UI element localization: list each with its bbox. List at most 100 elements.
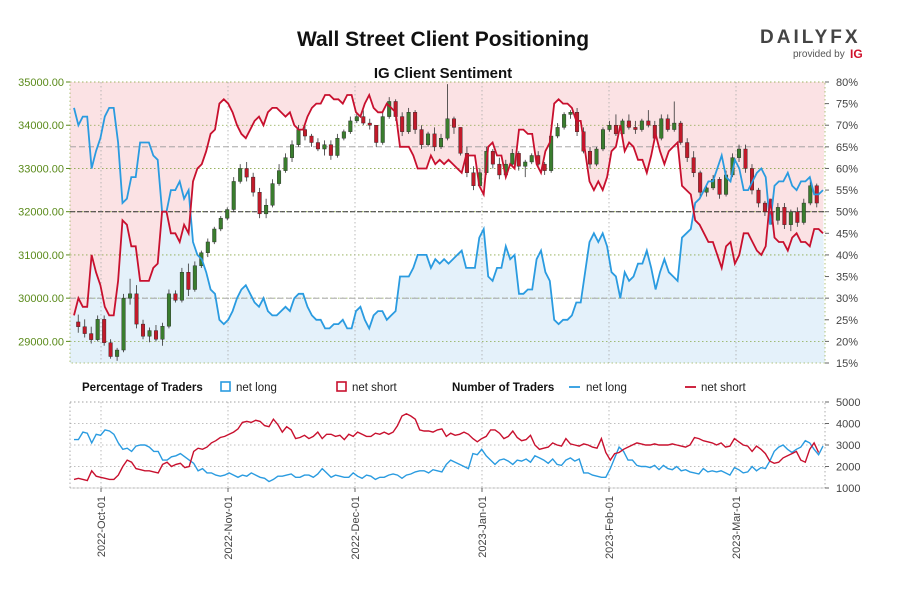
legend-number-heading: Number of Traders [452, 382, 554, 394]
candle-body [315, 142, 320, 150]
candle-body [419, 129, 424, 145]
ig-logo: IG [850, 47, 863, 61]
top-gridlines [69, 81, 826, 364]
candle-body [555, 127, 560, 137]
candle-body [626, 120, 631, 128]
candle-body [380, 116, 385, 143]
candle-body [251, 176, 256, 193]
pct-tick-label: 55% [836, 185, 858, 197]
candle-body [659, 118, 664, 139]
candle-body [205, 241, 210, 253]
pct-tick-label: 15% [836, 358, 858, 370]
candle-body [633, 127, 638, 130]
candle-body [737, 148, 742, 158]
candle-body [698, 172, 703, 193]
candle-body [179, 272, 184, 301]
candle-body [788, 211, 793, 225]
candle-body [82, 326, 87, 334]
price-tick-label: 31000.00 [18, 250, 64, 262]
candle-body [348, 120, 353, 132]
candle-body [413, 112, 418, 130]
legend-num-long-label: net long [586, 382, 627, 394]
candle-body [153, 330, 158, 340]
price-tick-label: 34000.00 [18, 120, 64, 132]
count-tick-label: 4000 [836, 419, 860, 431]
pct-tick-label: 40% [836, 250, 858, 262]
pct-tick-label: 75% [836, 99, 858, 111]
count-axis: 1000 2000 3000 4000 5000 [825, 397, 860, 495]
candle-body [600, 129, 605, 150]
num-net-long-line [74, 429, 824, 483]
chart-subtitle: IG Client Sentiment [374, 65, 512, 82]
candle-body [374, 125, 379, 143]
count-tick-label: 1000 [836, 483, 860, 495]
candle-body [296, 129, 301, 145]
candle-body [575, 112, 580, 132]
candle-body [808, 185, 813, 204]
candle-body [186, 272, 191, 290]
candle-body [529, 155, 534, 163]
candle-body [588, 150, 593, 165]
trader-count-panel: 1000 2000 3000 4000 5000 [69, 397, 860, 495]
candle-body [801, 202, 806, 223]
candle-body [782, 207, 787, 225]
candle-body [387, 101, 392, 117]
candle-body [115, 349, 120, 357]
candle-body [613, 125, 618, 135]
candle-body [639, 120, 644, 130]
dailyfx-wordmark: DAILYFX [760, 27, 861, 48]
date-tick-label: 2022-Dec-01 [350, 496, 362, 560]
date-tick-label: 2023-Jan-01 [477, 496, 489, 558]
candle-body [775, 207, 780, 221]
candle-body [717, 179, 722, 195]
sentiment-panel: 29000.00 30000.00 31000.00 32000.00 33000.00… [18, 77, 858, 370]
panel-bottom-border [69, 401, 826, 489]
legend-pct-short-label: net short [352, 382, 398, 394]
legend-percentage-heading: Percentage of Traders [82, 382, 203, 394]
bottom-gridlines [69, 401, 826, 489]
candle-body [290, 144, 295, 158]
price-tick-label: 35000.00 [18, 77, 64, 89]
candle-body [102, 319, 107, 343]
date-tick-label: 2023-Feb-01 [604, 496, 616, 559]
candle-body [678, 122, 683, 143]
candle-body [328, 144, 333, 156]
legend: Percentage of Traders net long net short… [82, 381, 747, 394]
candle-body [212, 228, 217, 243]
price-axis: 29000.00 30000.00 31000.00 32000.00 33000.00… [18, 77, 70, 348]
pct-tick-label: 30% [836, 293, 858, 305]
pct-tick-label: 60% [836, 163, 858, 175]
pct-tick-label: 50% [836, 207, 858, 219]
logo-provided-by: provided by [793, 49, 845, 60]
pct-tick-label: 65% [836, 142, 858, 154]
num-net-short-line [73, 413, 820, 482]
candle-body [367, 122, 372, 126]
candle-body [497, 163, 502, 176]
dailyfx-logo: DAILYFX provided by IG [760, 27, 863, 61]
candle-body [439, 137, 444, 148]
percent-axis: 15% 20% 25% 30% 35% 40% 45% 50% 55% 60% 65% 70% 75% 8… [825, 77, 858, 370]
candle-body [490, 150, 495, 165]
candle-body [743, 148, 748, 169]
count-tick-label: 3000 [836, 440, 860, 452]
pct-net-short-line [73, 92, 824, 317]
candle-body [400, 116, 405, 132]
candle-body [335, 137, 340, 156]
candle-body [95, 319, 100, 340]
net-long-area [70, 107, 825, 363]
candle-body [672, 122, 677, 130]
candle-body [516, 153, 521, 167]
date-tick-label: 2022-Nov-01 [223, 496, 235, 560]
candle-body [361, 116, 366, 124]
candle-body [89, 333, 94, 340]
pct-tick-label: 80% [836, 77, 858, 89]
legend-pct-long-label: net long [236, 382, 277, 394]
candle-body [445, 118, 450, 139]
candle-body [762, 202, 767, 212]
candle-body [458, 127, 463, 154]
price-tick-label: 32000.00 [18, 207, 64, 219]
count-tick-label: 2000 [836, 462, 860, 474]
candle-body [141, 323, 146, 337]
date-tick-label: 2022-Oct-01 [96, 496, 108, 557]
